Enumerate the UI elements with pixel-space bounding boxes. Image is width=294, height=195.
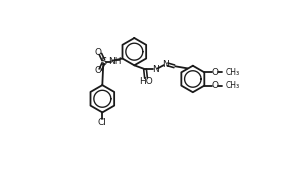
Text: CH₃: CH₃ (225, 68, 240, 77)
Text: N: N (152, 65, 159, 74)
Text: N: N (162, 60, 169, 69)
Text: Cl: Cl (98, 118, 107, 127)
Text: O: O (95, 66, 102, 75)
Text: S: S (100, 57, 106, 67)
Text: O: O (95, 48, 102, 58)
Text: O: O (212, 81, 218, 90)
Text: O: O (212, 68, 218, 77)
Text: CH₃: CH₃ (225, 81, 240, 90)
Text: HO: HO (139, 77, 153, 86)
Text: NH: NH (108, 57, 122, 66)
